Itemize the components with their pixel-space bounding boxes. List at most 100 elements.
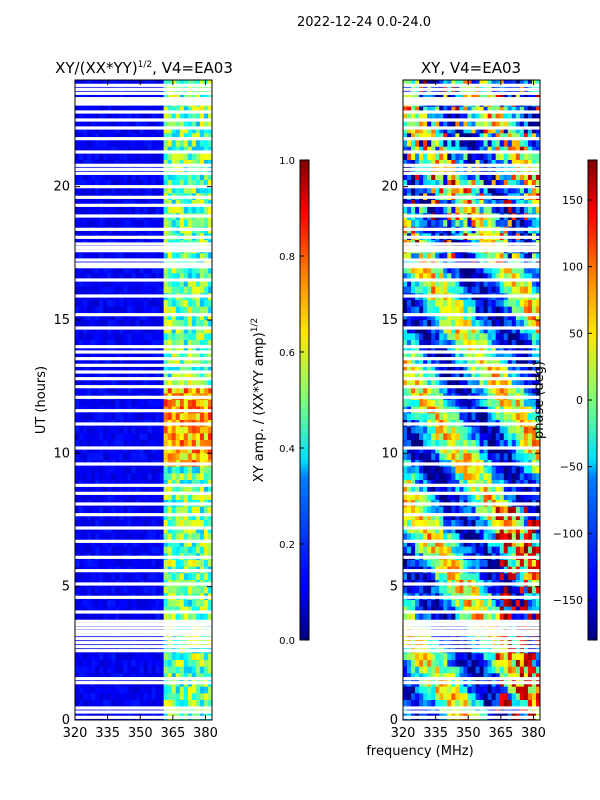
flagged-row [75, 610, 212, 614]
heatmap-cell [503, 366, 509, 374]
heatmap-cell [531, 313, 537, 321]
heatmap-cell [179, 373, 185, 381]
heatmap-cell [427, 333, 432, 341]
heatmap-cell [443, 186, 448, 194]
heatmap-cell [159, 633, 165, 641]
heatmap-cell [511, 146, 517, 154]
heatmap-cell [187, 400, 193, 408]
heatmap-cell [139, 340, 144, 348]
heatmap-cell [503, 386, 509, 394]
heatmap-cell [167, 373, 173, 381]
flagged-row [75, 526, 212, 530]
heatmap-cell [447, 326, 452, 334]
heatmap-cell [471, 133, 476, 141]
heatmap-cell [499, 353, 505, 361]
heatmap-cell [119, 286, 124, 294]
heatmap-cell [91, 353, 96, 361]
heatmap-cell [143, 433, 148, 441]
heatmap-cell [123, 433, 128, 441]
heatmap-cell [423, 313, 428, 321]
heatmap-cell [175, 700, 181, 708]
heatmap-cell [471, 280, 476, 288]
heatmap-cell [87, 366, 92, 374]
heatmap-cell [471, 326, 476, 334]
heatmap-cell [187, 220, 193, 228]
heatmap-cell [187, 206, 193, 214]
heatmap-cell [139, 380, 144, 388]
heatmap-cell [455, 346, 460, 354]
heatmap-cell [463, 273, 468, 281]
heatmap-cell [103, 433, 108, 441]
heatmap-cell [167, 386, 173, 394]
heatmap-cell [531, 280, 537, 288]
heatmap-cell [427, 153, 432, 161]
heatmap-cell [87, 300, 92, 308]
heatmap-cell [75, 700, 80, 708]
heatmap-cell [103, 446, 108, 454]
heatmap-cell [123, 326, 128, 334]
heatmap-cell [83, 220, 88, 228]
heatmap-cell [531, 160, 537, 168]
heatmap-cell [127, 153, 132, 161]
heatmap-cell [523, 366, 529, 374]
heatmap-cell [535, 140, 540, 148]
heatmap-cell [503, 286, 509, 294]
heatmap-cell [143, 180, 148, 188]
heatmap-cell [179, 540, 185, 548]
heatmap-cell [75, 120, 80, 128]
heatmap-cell [167, 380, 173, 388]
heatmap-cell [483, 306, 489, 314]
heatmap-cell [115, 453, 120, 461]
heatmap-cell [143, 400, 148, 408]
heatmap-cell [151, 153, 156, 161]
heatmap-cell [475, 320, 480, 328]
heatmap-cell [139, 413, 144, 421]
heatmap-cell [103, 273, 108, 281]
heatmap-cell [79, 506, 84, 514]
heatmap-cell [155, 320, 161, 328]
heatmap-cell [203, 433, 209, 441]
heatmap-cell [459, 253, 464, 261]
heatmap-cell [163, 320, 169, 328]
heatmap-cell [127, 353, 132, 361]
heatmap-cell [75, 606, 80, 614]
heatmap-cell [483, 160, 489, 168]
heatmap-cell [423, 306, 428, 314]
heatmap-cell [535, 173, 540, 181]
heatmap-cell [123, 113, 128, 121]
heatmap-cell [99, 373, 104, 381]
heatmap-cell [119, 486, 124, 494]
heatmap-cell [123, 80, 128, 88]
heatmap-cell [475, 126, 480, 134]
heatmap-cell [103, 520, 108, 528]
heatmap-cell [151, 526, 156, 534]
heatmap-cell [139, 120, 144, 128]
heatmap-cell [127, 700, 132, 708]
heatmap-cell [475, 326, 480, 334]
heatmap-cell [191, 433, 197, 441]
heatmap-cell [427, 386, 432, 394]
heatmap-cell [119, 373, 124, 381]
heatmap-cell [527, 353, 533, 361]
heatmap-cell [87, 586, 92, 594]
heatmap-cell [151, 353, 156, 361]
heatmap-cell [139, 306, 144, 314]
heatmap-cell [111, 146, 116, 154]
heatmap-cell [99, 126, 104, 134]
heatmap-cell [75, 513, 80, 521]
heatmap-cell [467, 346, 472, 354]
heatmap-cell [499, 326, 505, 334]
heatmap-cell [75, 93, 80, 101]
heatmap-cell [471, 146, 476, 154]
heatmap-cell [123, 346, 128, 354]
heatmap-cell [155, 280, 161, 288]
heatmap-cell [143, 306, 148, 314]
heatmap-cell [439, 153, 444, 161]
heatmap-cell [123, 353, 128, 361]
heatmap-cell [479, 333, 484, 341]
heatmap-cell [199, 386, 205, 394]
heatmap-cell [171, 573, 177, 581]
heatmap-cell [199, 353, 205, 361]
heatmap-cell [107, 426, 112, 434]
heatmap-cell [191, 80, 197, 88]
